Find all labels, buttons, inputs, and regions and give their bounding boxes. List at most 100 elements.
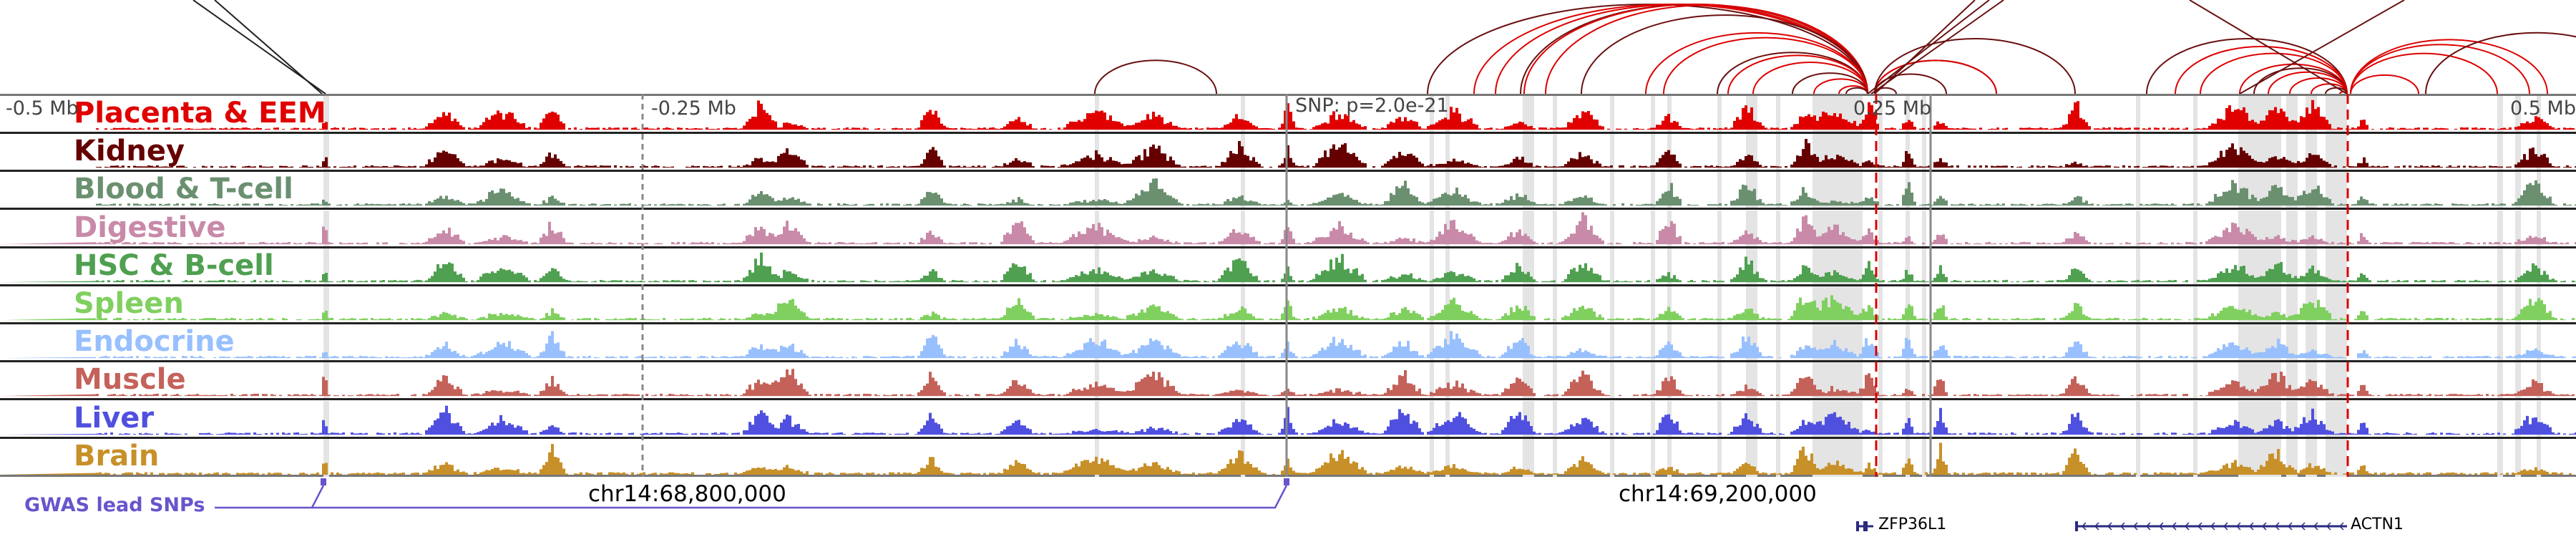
highlight-band [2136,438,2140,477]
highlight-band [2136,248,2140,284]
coordinate-label-2: chr14:69,200,000 [1619,481,1817,507]
track-label: Kidney [74,135,185,168]
loop-arc [1792,72,1868,94]
highlight-band [1651,172,1655,208]
highlight-band [1241,324,1245,361]
highlight-band [2515,400,2521,437]
highlight-band [2136,172,2140,208]
highlight-band [1651,438,1655,477]
highlight-band [1906,438,1910,477]
signal-tracks: Placenta & EEM Kidney Blood & T-cell Digest… [0,94,2576,477]
highlight-band [1667,172,1672,208]
highlight-band [1430,362,1434,399]
highlight-band [1430,248,1434,284]
chromatin-loop-arcs [192,0,2576,94]
highlight-band [1553,286,1557,322]
highlight-band [1610,210,1614,246]
loop-arc [2146,38,2348,94]
track-liver: Liver [0,400,2576,439]
highlight-band [1241,400,1245,437]
highlight-band [1776,286,1780,322]
highlight-band [1878,324,1883,361]
highlight-band [1922,400,1926,437]
highlight-band [2286,134,2298,170]
highlight-band [1651,134,1655,170]
highlight-band [2537,438,2541,477]
highlight-band [1610,362,1614,399]
highlight-band [2537,96,2541,132]
gwas-snp-marker[interactable] [1284,478,1289,485]
highlight-band [1430,96,1434,132]
highlight-band [2497,134,2503,170]
highlight-band [323,324,329,361]
highlight-band [1906,286,1910,322]
loop-arc [2239,0,2405,94]
axis-label-minus-half-mb: -0.5 Mb [6,97,79,120]
highlight-band [1610,248,1614,284]
highlight-band [1610,96,1614,132]
highlight-band [1445,438,1450,477]
highlight-band [1776,172,1780,208]
highlight-band [1445,324,1450,361]
highlight-band [1095,248,1099,284]
signal-bars [0,331,2576,359]
highlight-band [2136,134,2140,170]
highlight-band [1523,134,1534,170]
highlight-band [1746,362,1757,399]
gwas-snp-marker[interactable] [321,478,326,485]
signal-bars [0,405,2576,435]
highlight-band [1241,172,1245,208]
signal-plot [0,438,2576,477]
track-label: Brain [74,439,160,473]
highlight-band [1667,248,1672,284]
snp-pvalue-label: SNP: p=2.0e-21 [1295,95,1449,117]
highlight-band [1553,96,1557,132]
signal-bars [0,369,2576,397]
highlight-band [2515,324,2521,361]
highlight-band [2537,324,2541,361]
highlight-band [1445,210,1450,246]
signal-plot [0,400,2576,437]
highlight-band [1445,362,1450,399]
highlight-band [1717,248,1722,284]
highlight-band [1430,210,1434,246]
loop-arc [1752,62,1868,94]
highlight-band [2537,248,2541,284]
highlight-band [2193,362,2197,399]
axis-label-plus-quarter-mb: 0.25 Mb [1853,97,1932,120]
highlight-band [1878,172,1883,208]
loop-arc [1663,37,1868,94]
highlight-band [2497,286,2503,322]
highlight-band [2497,438,2503,477]
highlight-band [1651,286,1655,322]
highlight-band [1445,400,1450,437]
loop-arc [2175,46,2348,94]
loop-arc [1874,0,1976,94]
highlight-band [1241,210,1245,246]
highlight-band [2136,324,2140,361]
highlight-band [1553,362,1557,399]
highlight-band [1241,286,1245,322]
loop-arc [1523,4,1868,94]
highlight-band [2286,286,2298,322]
highlight-band [1553,248,1557,284]
highlight-band [1095,286,1099,322]
gene-model-actn1[interactable] [2075,521,2347,531]
gene-label-actn1[interactable]: ACTN1 [2351,516,2404,533]
signal-bars [0,211,2576,244]
highlight-band [2515,96,2521,132]
track-spleen: Spleen [0,286,2576,324]
track-label: Digestive [74,211,226,244]
loop-arc [2350,44,2530,94]
gene-label-zfp36l1[interactable]: ZFP36L1 [1878,516,1947,533]
highlight-band [1553,172,1557,208]
highlight-band [2193,96,2197,132]
signal-bars [0,178,2576,206]
signal-bars [0,252,2576,282]
highlight-band [2193,400,2197,437]
highlight-band [1813,172,1863,208]
highlight-band [2326,324,2347,361]
highlight-band [2136,286,2140,322]
highlight-band [1430,438,1434,477]
